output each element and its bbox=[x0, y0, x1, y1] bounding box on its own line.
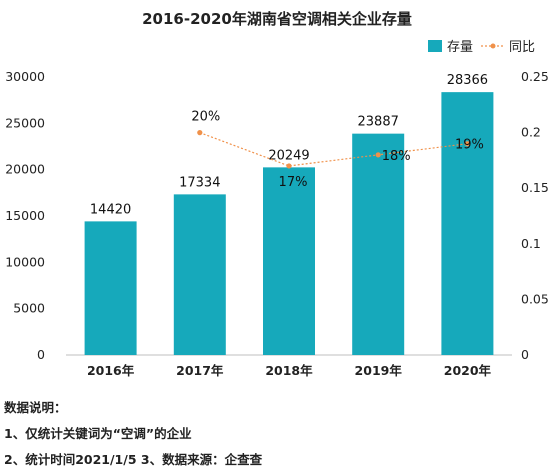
chart-title: 2016-2020年湖南省空调相关企业存量 bbox=[142, 10, 412, 28]
x-tick-label: 2017年 bbox=[176, 363, 224, 378]
y-left-tick-label: 5000 bbox=[13, 301, 45, 316]
line-point bbox=[375, 152, 381, 158]
y-left-tick-label: 20000 bbox=[5, 162, 45, 177]
notes-line-1: 1、仅统计关键词为“空调”的企业 bbox=[4, 426, 192, 441]
x-tick-label: 2016年 bbox=[87, 363, 135, 378]
x-tick-label: 2019年 bbox=[355, 363, 403, 378]
line-point bbox=[286, 163, 292, 169]
x-tick-label: 2020年 bbox=[444, 363, 492, 378]
y-right-tick-label: 0.2 bbox=[521, 125, 541, 140]
y-right-tick-label: 0.1 bbox=[521, 236, 541, 251]
line-value-label: 17% bbox=[279, 175, 308, 190]
y-left-tick-label: 30000 bbox=[5, 69, 45, 84]
bar bbox=[263, 167, 315, 355]
data-notes: 数据说明： 1、仅统计关键词为“空调”的企业 2、统计时间2021/1/5 3、… bbox=[4, 395, 550, 473]
legend-line-marker bbox=[490, 43, 496, 49]
legend-bar-swatch bbox=[428, 40, 442, 52]
bars: 14420 17334 20249 23887 28366 bbox=[84, 73, 494, 356]
line-point bbox=[464, 141, 470, 147]
y-left-tick-label: 10000 bbox=[5, 254, 45, 269]
bar-value-label: 23887 bbox=[358, 115, 399, 130]
bar-value-label: 14420 bbox=[90, 202, 131, 217]
line-path bbox=[199, 132, 468, 167]
x-tick-label: 2018年 bbox=[265, 363, 313, 378]
line-series: 20% 17% 18% 19% bbox=[191, 110, 484, 190]
line-value-label: 20% bbox=[191, 110, 220, 125]
y-left-tick-label: 25000 bbox=[5, 115, 45, 130]
line-point bbox=[197, 130, 203, 136]
line-value-label: 19% bbox=[455, 138, 484, 153]
y-left-tick-label: 15000 bbox=[5, 208, 45, 223]
bar bbox=[173, 194, 226, 355]
y-right-tick-label: 0 bbox=[521, 347, 529, 362]
bar-value-label: 28366 bbox=[447, 73, 488, 88]
chart: 2016-2020年湖南省空调相关企业存量 存量 同比 0 5000 10000 15… bbox=[5, 10, 549, 378]
legend-line-label: 同比 bbox=[509, 40, 535, 55]
notes-heading: 数据说明： bbox=[4, 400, 67, 415]
y-right-tick-label: 0.05 bbox=[521, 291, 549, 306]
bar bbox=[84, 221, 137, 355]
bar bbox=[352, 133, 405, 355]
bar bbox=[441, 92, 494, 356]
bar-value-label: 20249 bbox=[268, 148, 309, 163]
y-left-tick-label: 0 bbox=[37, 347, 45, 362]
bar-value-label: 17334 bbox=[179, 175, 220, 190]
notes-line-2: 2、统计时间2021/1/5 3、数据来源：企查查 bbox=[4, 452, 263, 467]
axes: 0 5000 10000 15000 20000 25000 30000 0 0.05 0.1 0.… bbox=[5, 69, 549, 378]
legend-bar-label: 存量 bbox=[447, 40, 473, 55]
legend: 存量 同比 bbox=[428, 40, 535, 55]
y-right-tick-label: 0.25 bbox=[521, 69, 549, 84]
line-value-label: 18% bbox=[382, 149, 411, 164]
y-right-tick-label: 0.15 bbox=[521, 180, 549, 195]
